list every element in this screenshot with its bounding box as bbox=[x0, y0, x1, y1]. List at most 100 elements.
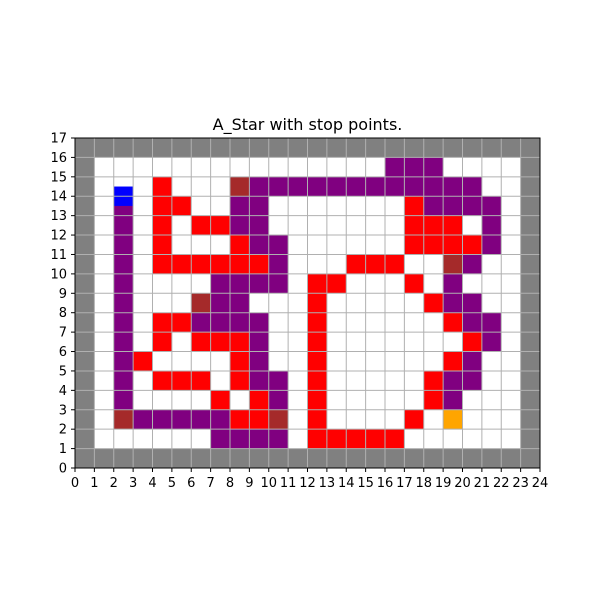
path-cell bbox=[346, 176, 366, 197]
x-tick-label: 12 bbox=[299, 476, 316, 491]
wall-cell bbox=[520, 176, 540, 197]
wall-cell bbox=[75, 370, 95, 391]
wall-cell bbox=[75, 196, 95, 216]
wall-cell bbox=[520, 273, 540, 294]
explored-cell bbox=[307, 429, 327, 449]
wall-cell bbox=[94, 448, 114, 468]
wall-cell bbox=[230, 448, 250, 468]
wall-cell bbox=[288, 138, 308, 158]
wall-cell bbox=[443, 448, 463, 468]
path-cell bbox=[249, 235, 269, 255]
path-cell bbox=[113, 390, 134, 410]
explored-cell bbox=[230, 235, 250, 255]
explored-cell bbox=[443, 235, 463, 255]
y-tick-label: 16 bbox=[50, 151, 67, 166]
explored-cell bbox=[230, 332, 250, 352]
x-tick-label: 20 bbox=[454, 476, 471, 491]
explored-cell bbox=[307, 273, 327, 294]
x-tick-label: 10 bbox=[260, 476, 277, 491]
explored-cell bbox=[152, 235, 172, 255]
wall-cell bbox=[462, 448, 482, 468]
path-cell bbox=[230, 273, 250, 294]
y-tick-label: 2 bbox=[59, 423, 67, 438]
explored-cell bbox=[152, 370, 172, 391]
y-tick-label: 10 bbox=[50, 267, 67, 282]
explored-cell bbox=[346, 254, 366, 274]
wall-cell bbox=[75, 409, 95, 430]
path-cell bbox=[249, 215, 269, 236]
explored-cell bbox=[385, 429, 405, 449]
wall-cell bbox=[443, 138, 463, 158]
explored-cell bbox=[191, 215, 211, 236]
x-tick-label: 19 bbox=[435, 476, 452, 491]
wall-cell bbox=[191, 448, 211, 468]
wall-cell bbox=[404, 138, 424, 158]
explored-cell bbox=[191, 370, 211, 391]
y-tick-label: 0 bbox=[59, 462, 67, 477]
wall-cell bbox=[171, 448, 192, 468]
wall-cell bbox=[113, 448, 134, 468]
x-tick-label: 17 bbox=[396, 476, 413, 491]
explored-cell bbox=[307, 351, 327, 371]
wall-cell bbox=[423, 138, 444, 158]
path-cell bbox=[249, 429, 269, 449]
path-cell bbox=[268, 370, 289, 391]
wall-cell bbox=[346, 448, 366, 468]
path-cell bbox=[210, 429, 230, 449]
explored-cell bbox=[133, 351, 153, 371]
wall-cell bbox=[385, 448, 405, 468]
wall-cell bbox=[520, 448, 540, 468]
wall-cell bbox=[520, 254, 540, 274]
explored-cell bbox=[365, 429, 385, 449]
wall-cell bbox=[75, 429, 95, 449]
explored-cell bbox=[404, 409, 424, 430]
explored-cell bbox=[152, 312, 172, 333]
path-cell bbox=[462, 176, 482, 197]
wall-cell bbox=[75, 390, 95, 410]
x-tick-label: 3 bbox=[129, 476, 137, 491]
explored-cell bbox=[423, 390, 444, 410]
explored-cell bbox=[171, 254, 192, 274]
path-cell bbox=[249, 370, 269, 391]
explored-cell bbox=[346, 429, 366, 449]
explored-cell bbox=[423, 293, 444, 313]
path-cell bbox=[423, 196, 444, 216]
explored-cell bbox=[210, 215, 230, 236]
wall-cell bbox=[520, 215, 540, 236]
wall-cell bbox=[520, 196, 540, 216]
wall-cell bbox=[481, 138, 502, 158]
path-cell bbox=[268, 429, 289, 449]
explored-cell bbox=[365, 254, 385, 274]
explored-cell bbox=[404, 273, 424, 294]
path-cell bbox=[462, 370, 482, 391]
x-tick-label: 6 bbox=[187, 476, 195, 491]
path-cell bbox=[249, 351, 269, 371]
cell-layer bbox=[75, 138, 540, 468]
wall-cell bbox=[520, 409, 540, 430]
path-cell bbox=[230, 293, 250, 313]
wall-cell bbox=[520, 312, 540, 333]
x-tick-label: 13 bbox=[319, 476, 336, 491]
wall-cell bbox=[481, 448, 502, 468]
explored-cell bbox=[443, 351, 463, 371]
path-cell bbox=[191, 409, 211, 430]
path-cell bbox=[481, 215, 502, 236]
path-cell bbox=[113, 235, 134, 255]
y-tick-label: 12 bbox=[50, 229, 67, 244]
wall-cell bbox=[191, 138, 211, 158]
path-cell bbox=[462, 293, 482, 313]
stop-point-cell bbox=[191, 293, 211, 313]
path-cell bbox=[113, 293, 134, 313]
wall-cell bbox=[75, 293, 95, 313]
explored-cell bbox=[404, 235, 424, 255]
explored-cell bbox=[191, 332, 211, 352]
wall-cell bbox=[75, 157, 95, 177]
path-cell bbox=[462, 312, 482, 333]
y-tick-label: 5 bbox=[59, 364, 67, 379]
explored-cell bbox=[152, 332, 172, 352]
wall-cell bbox=[520, 390, 540, 410]
wall-cell bbox=[423, 448, 444, 468]
wall-cell bbox=[520, 429, 540, 449]
path-cell bbox=[249, 176, 269, 197]
